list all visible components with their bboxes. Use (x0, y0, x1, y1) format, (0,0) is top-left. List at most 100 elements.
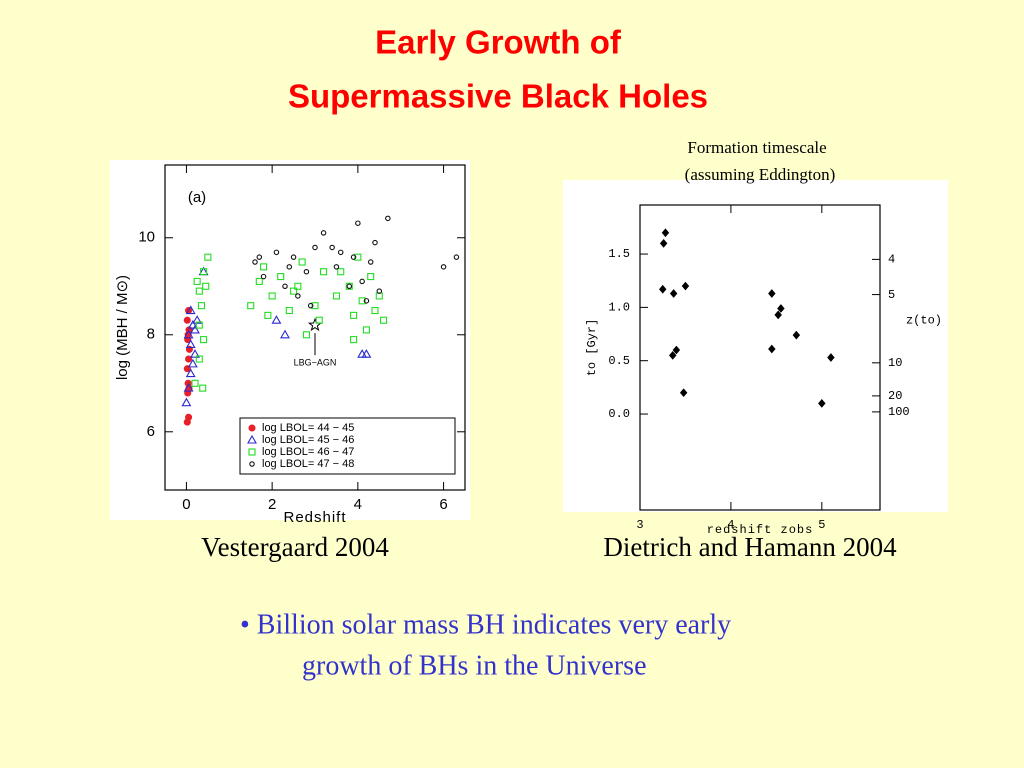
point (247, 434, 257, 444)
point (376, 288, 383, 294)
y-tick-label: 8 (147, 326, 155, 343)
point (337, 268, 345, 276)
point (661, 228, 670, 238)
point (256, 254, 263, 260)
point (354, 253, 362, 261)
point (252, 259, 258, 265)
point (193, 277, 201, 285)
point (185, 368, 196, 378)
point (290, 254, 297, 260)
y2-tick-label: 20 (888, 389, 902, 403)
annotation: LBG−AGN (294, 357, 337, 367)
point (248, 424, 256, 432)
point (280, 329, 290, 339)
point (818, 399, 826, 408)
point (320, 230, 327, 236)
title-line: Early Growth of (375, 24, 622, 61)
point (345, 282, 353, 290)
point (187, 319, 198, 329)
point (271, 315, 282, 324)
point (200, 268, 208, 276)
point (183, 329, 194, 339)
y2-axis-label: z(to) (906, 313, 942, 327)
point (332, 292, 340, 300)
point (185, 339, 196, 349)
point (380, 316, 388, 324)
point (792, 330, 801, 340)
point (298, 258, 306, 266)
point (202, 282, 210, 290)
y2-tick-label: 100 (888, 405, 910, 419)
point (681, 281, 690, 291)
point (350, 311, 358, 319)
legend-label: log LBOL= 44 − 45 (262, 422, 354, 434)
point (286, 264, 293, 270)
point (303, 268, 310, 275)
point (312, 244, 318, 251)
plot-frame (639, 204, 881, 511)
bullet-line: growth of BHs in the Universe (302, 650, 647, 681)
point (669, 289, 678, 298)
point (672, 345, 681, 355)
plot-frame (164, 164, 466, 491)
y-axis-label: to [Gyr] (585, 319, 599, 377)
x-tick-label: 2 (268, 496, 276, 513)
point (350, 254, 357, 260)
point (358, 297, 366, 305)
point (184, 379, 192, 387)
point (190, 324, 200, 334)
y-tick-label: 6 (147, 423, 155, 440)
point (320, 268, 328, 276)
y-tick-label: 10 (138, 229, 155, 246)
point (659, 239, 668, 248)
point (346, 283, 353, 290)
point (185, 305, 196, 315)
caption: Dietrich and Hamann 2004 (603, 532, 897, 562)
point (195, 355, 203, 363)
x-tick-label: 3 (636, 518, 643, 532)
point (302, 331, 310, 339)
point (185, 413, 193, 421)
point (371, 306, 379, 315)
y-axis-label: log (MBH / M⊙) (114, 275, 131, 380)
y2-tick-label: 10 (888, 356, 902, 370)
point (363, 298, 370, 304)
point (192, 315, 203, 324)
point (249, 461, 255, 467)
point (367, 259, 374, 265)
y-tick-label: 0.0 (608, 407, 630, 421)
point (372, 239, 378, 246)
y-tick-label: 0.5 (608, 354, 630, 368)
legend-box (239, 417, 456, 475)
point (195, 321, 203, 329)
point (187, 358, 198, 368)
figure-note: Formation timescale (687, 138, 826, 157)
bullet-line: • Billion solar mass BH indicates very e… (240, 609, 731, 640)
point (385, 215, 391, 222)
y2-tick-label: 4 (888, 253, 895, 267)
x-tick-label: 4 (727, 518, 734, 532)
x-axis-label: Redshift (283, 509, 346, 526)
point (294, 282, 302, 290)
point (453, 254, 460, 260)
point (260, 263, 268, 271)
point (183, 383, 194, 392)
point (204, 253, 212, 261)
point (199, 384, 207, 392)
point (440, 264, 447, 270)
point (285, 306, 293, 315)
point (195, 287, 203, 295)
panel-label: (a) (188, 189, 206, 206)
point (357, 349, 368, 358)
figure-background (563, 180, 948, 512)
point (264, 311, 272, 319)
point (768, 344, 776, 354)
point (362, 326, 370, 334)
point (333, 264, 340, 270)
point (359, 278, 365, 285)
point (350, 336, 358, 344)
x-tick-label: 4 (354, 496, 362, 513)
point (200, 336, 208, 344)
point (247, 302, 255, 310)
point (355, 220, 361, 226)
